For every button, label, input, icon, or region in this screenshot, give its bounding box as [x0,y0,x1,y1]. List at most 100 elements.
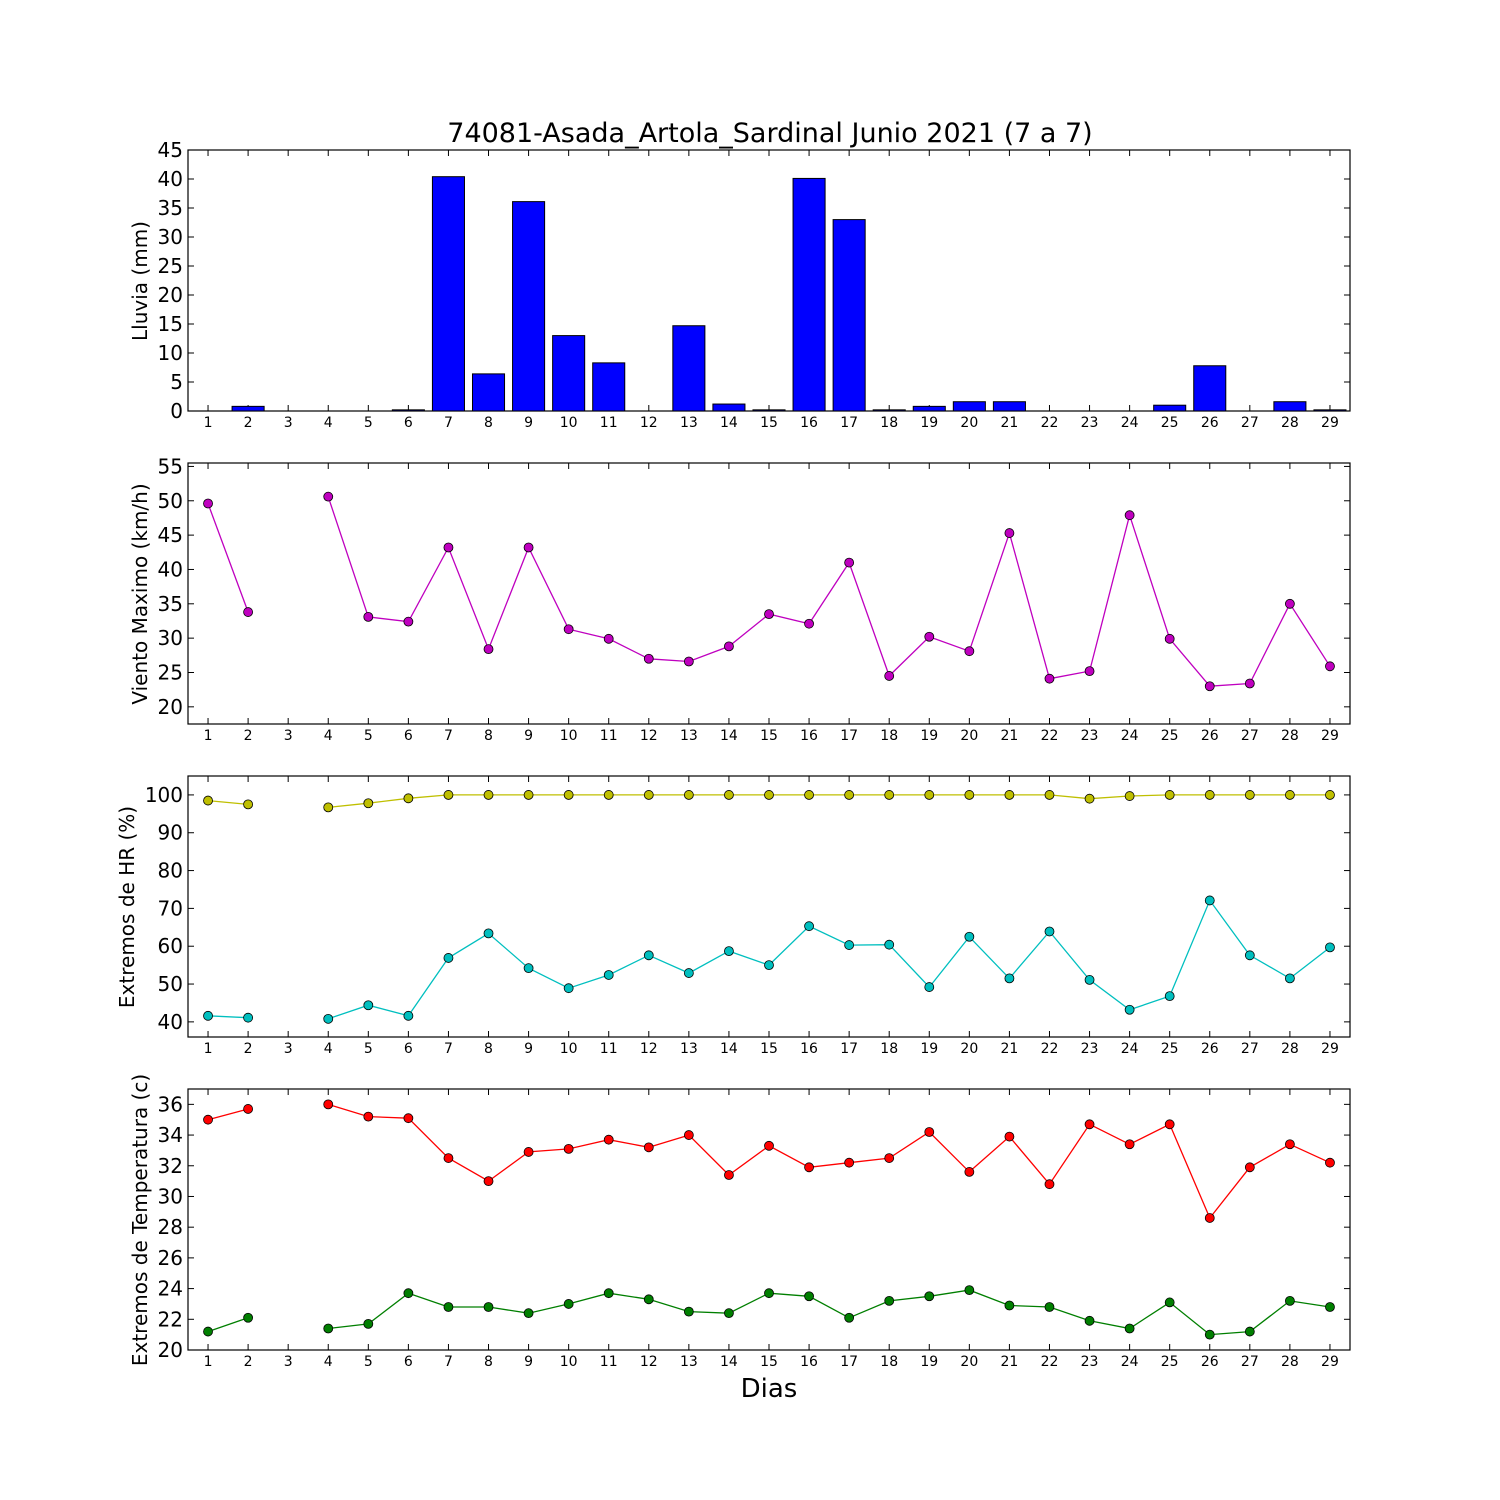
rain-xtick-label: 25 [1161,415,1179,431]
humidity-xtick-label: 24 [1121,1041,1139,1057]
humidity-ytick-label: 80 [158,859,183,883]
rain-bar [592,362,626,412]
temperature-series-0-point [443,1153,454,1163]
wind-series-0-point [1044,673,1055,684]
wind-series-0-line [327,496,1331,687]
temperature-ytick-label: 36 [158,1092,183,1116]
temperature-series-1-point [1044,1302,1055,1312]
humidity-series-1-point [924,982,935,992]
wind-xtick-label: 28 [1281,728,1299,744]
temperature-series-1-point [563,1299,574,1309]
y-axis-label-rain: Lluvia (mm) [128,221,152,341]
wind-xtick-label: 17 [840,728,858,744]
rain-bar [752,409,786,412]
wind-xtick-label: 8 [484,728,493,744]
rain-xtick-label: 6 [404,415,413,431]
wind-series-0-point [964,646,975,657]
humidity-series-0-point [1124,791,1135,801]
x-axis-label: Dias [741,1374,798,1404]
humidity-xtick-label: 27 [1241,1041,1259,1057]
wind-series-0-point [884,671,895,681]
temperature-series-0-point [1004,1131,1015,1142]
temperature-xtick-label: 25 [1161,1354,1179,1370]
temperature-xtick-label: 13 [680,1354,698,1370]
temperature-series-0-point [764,1140,774,1151]
rain-ytick-label: 15 [158,312,183,336]
temperature-series-1-point [363,1319,374,1329]
humidity-xtick-label: 5 [364,1041,373,1057]
wind-ytick-label: 30 [158,626,183,650]
rain-xtick-label: 18 [880,415,898,431]
temperature-series-1-point [1284,1295,1295,1306]
rain-bar [712,403,746,412]
humidity-series-0-point [523,790,534,800]
temperature-ytick-label: 22 [158,1307,183,1331]
humidity-series-1-point [964,931,975,942]
humidity-series-0-point [443,790,454,800]
temperature-series-1-point [483,1302,494,1312]
rain-xtick-label: 3 [284,415,293,431]
humidity-xtick-label: 29 [1321,1041,1339,1057]
temperature-series-1-line [328,1289,1331,1336]
rain-ytick-label: 25 [158,254,183,278]
rain-bar [832,219,866,412]
rain-bar [471,373,506,412]
humidity-xtick-label: 20 [960,1041,978,1057]
temperature-ytick-label: 26 [158,1246,183,1270]
humidity-series-0-point [924,790,935,800]
rain-bar [912,405,946,412]
rain-xtick-label: 4 [324,415,333,431]
wind-series-0-point [1284,598,1295,609]
humidity-series-0-point [1044,790,1055,800]
temperature-xtick-label: 11 [600,1354,618,1370]
wind-xtick-label: 16 [800,728,818,744]
wind-series-0-point [323,491,334,502]
humidity-series-1-point [1084,974,1095,985]
rain-xtick-label: 21 [1000,415,1018,431]
temperature-xtick-label: 7 [444,1354,453,1370]
temperature-xtick-label: 27 [1241,1354,1259,1370]
wind-series-0-point [483,644,494,655]
rain-ytick-label: 45 [158,138,183,162]
temperature-ytick-label: 34 [158,1123,183,1147]
rain-bar [512,201,546,412]
humidity-series-0-point [1325,790,1335,800]
humidity-series-0-point [1004,790,1015,800]
temperature-series-0-point [724,1170,734,1180]
wind-series-0-point [1164,633,1175,644]
wind-xtick-label: 20 [960,728,978,744]
wind-xtick-label: 5 [364,728,373,744]
rain-ytick-label: 30 [158,225,183,249]
wind-xtick-label: 3 [284,728,293,744]
rain-bar [992,401,1026,412]
temperature-series-0-point [323,1099,334,1110]
wind-ytick-label: 20 [158,695,183,719]
humidity-series-1-point [563,983,574,994]
humidity-series-0-point [764,790,774,800]
temperature-ytick-label: 30 [158,1184,183,1208]
humidity-xtick-label: 4 [324,1041,333,1057]
temperature-series-1-point [683,1306,694,1317]
wind-ytick-label: 50 [158,489,183,513]
humidity-series-1-point [884,939,895,950]
wind-series-0-point [243,607,254,617]
temperature-series-1-point [1204,1329,1215,1340]
humidity-series-1-point [724,946,734,957]
humidity-series-0-point [643,790,654,800]
humidity-series-0-point [203,795,213,806]
humidity-series-1-point [1124,1004,1135,1015]
humidity-series-1-point [323,1013,334,1024]
temperature-xtick-label: 9 [524,1354,533,1370]
temperature-xtick-label: 17 [840,1354,858,1370]
humidity-series-0-point [884,790,895,800]
wind-xtick-label: 9 [524,728,533,744]
humidity-series-0-point [363,798,374,809]
temperature-series-0-point [804,1162,814,1173]
wind-series-0-point [1325,661,1335,672]
temperature-xtick-label: 6 [404,1354,413,1370]
temperature-series-0-line [207,1108,249,1121]
